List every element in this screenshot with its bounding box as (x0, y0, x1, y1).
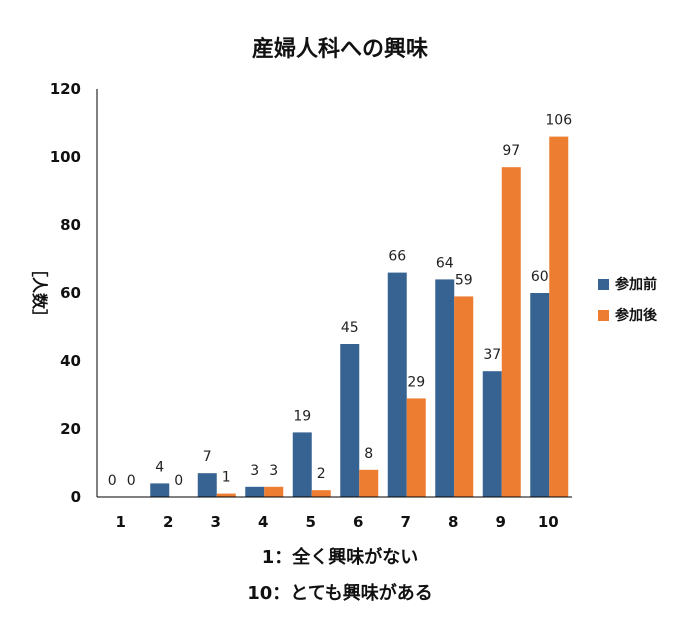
y-tick-label: 40 (60, 352, 81, 370)
bar-before (197, 473, 217, 497)
x-tick-label: 10 (538, 513, 559, 531)
data-label: 0 (108, 473, 117, 489)
data-label: 37 (483, 347, 501, 363)
bar-after (216, 493, 236, 497)
x-tick-label: 2 (163, 513, 173, 531)
x-tick-label: 5 (306, 513, 316, 531)
x-tick-label: 4 (258, 513, 268, 531)
data-label: 106 (545, 113, 572, 129)
data-label: 29 (407, 374, 425, 390)
bar-after (359, 469, 379, 497)
y-tick-label: 20 (60, 420, 81, 438)
legend-label: 参加前 (615, 276, 657, 293)
data-label: 66 (388, 249, 406, 265)
x-tick-label: 8 (448, 513, 458, 531)
y-tick-label: 80 (60, 216, 81, 234)
data-label: 7 (203, 449, 212, 465)
bar-after (549, 136, 569, 497)
note-high: 10：とても興味がある (247, 582, 433, 604)
bars (150, 136, 569, 497)
note-low: 1：全く興味がない (262, 546, 419, 568)
data-label: 3 (269, 463, 278, 479)
bar-before (340, 344, 360, 497)
bar-before (387, 272, 407, 497)
bar-after (501, 167, 521, 497)
legend-swatch (598, 310, 609, 321)
data-label: 2 (317, 466, 326, 482)
data-label: 3 (250, 463, 259, 479)
data-label: 60 (531, 269, 549, 285)
data-label: 0 (127, 473, 136, 489)
x-axis-ticks: 1 2 3 4 5 6 7 8 9 10 (116, 513, 559, 531)
data-label: 4 (155, 459, 164, 475)
bar-before (530, 293, 550, 497)
data-label: 59 (455, 272, 473, 288)
x-tick-label: 7 (401, 513, 411, 531)
bar-before (292, 432, 312, 497)
data-label: 1 (222, 470, 231, 486)
x-tick-label: 6 (353, 513, 363, 531)
x-tick-label: 9 (496, 513, 506, 531)
x-tick-label: 3 (211, 513, 221, 531)
data-label: 64 (436, 255, 454, 271)
bar-after (311, 490, 331, 497)
y-axis-label: ［人数］ (30, 261, 49, 325)
bar-before (482, 371, 502, 497)
y-tick-label: 120 (50, 80, 81, 98)
data-label: 45 (341, 320, 359, 336)
chart-title: 産婦人科への興味 (252, 36, 428, 62)
bar-before (245, 486, 265, 497)
bar-before (435, 279, 455, 497)
y-axis-ticks: 0 20 40 60 80 100 120 (50, 80, 81, 506)
y-tick-label: 60 (60, 284, 81, 302)
bar-after (264, 486, 284, 497)
bar-after (454, 296, 474, 497)
legend-label: 参加後 (615, 307, 658, 324)
y-tick-label: 0 (71, 488, 81, 506)
data-label: 0 (174, 473, 183, 489)
data-label: 8 (364, 446, 373, 462)
x-tick-label: 1 (116, 513, 126, 531)
y-tick-label: 100 (50, 148, 81, 166)
data-label: 97 (502, 143, 520, 159)
bar-before (150, 483, 170, 497)
legend-swatch (598, 279, 609, 290)
data-label: 19 (293, 408, 311, 424)
bar-after (406, 398, 426, 497)
